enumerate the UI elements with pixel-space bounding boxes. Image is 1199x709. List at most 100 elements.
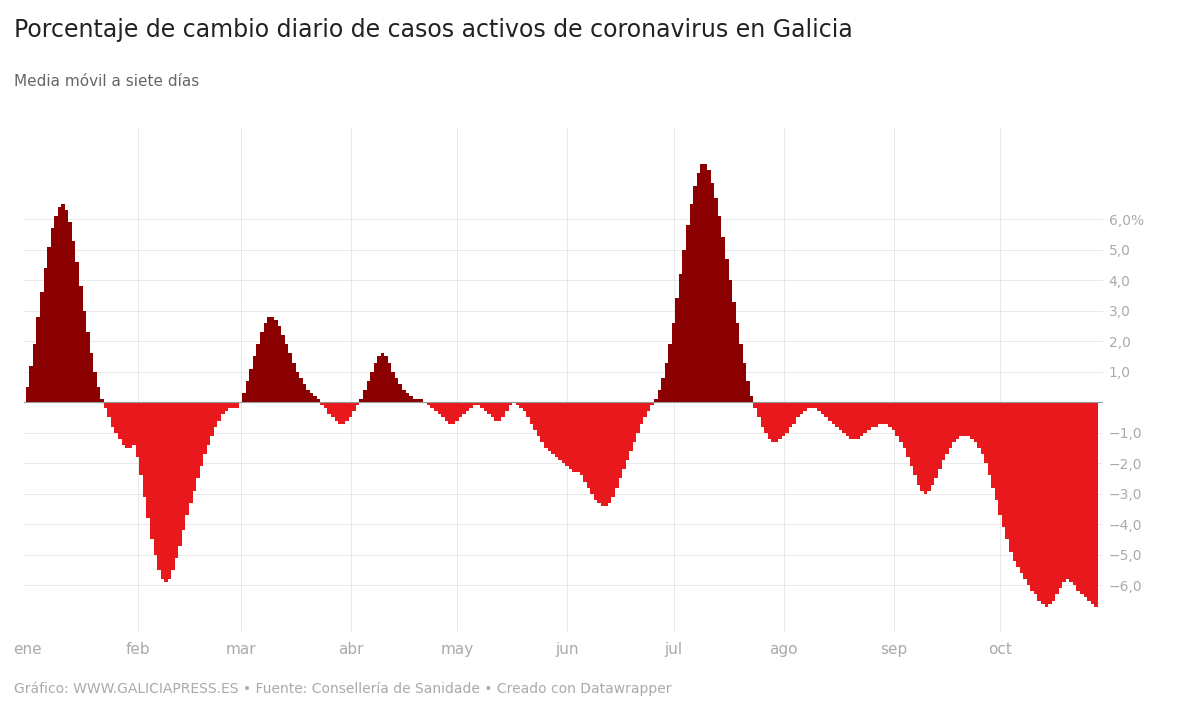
Bar bbox=[970, 402, 974, 439]
Bar bbox=[58, 207, 61, 402]
Bar bbox=[526, 402, 530, 418]
Bar bbox=[530, 402, 534, 423]
Bar bbox=[76, 262, 79, 402]
Bar bbox=[682, 250, 686, 402]
Bar bbox=[200, 402, 204, 467]
Bar bbox=[79, 286, 83, 402]
Bar bbox=[452, 402, 456, 423]
Bar bbox=[785, 402, 789, 432]
Bar bbox=[466, 402, 470, 411]
Bar bbox=[622, 402, 626, 469]
Bar bbox=[559, 402, 562, 460]
Bar bbox=[282, 335, 285, 402]
Bar bbox=[118, 402, 121, 439]
Bar bbox=[186, 402, 189, 515]
Bar bbox=[427, 402, 430, 406]
Bar bbox=[204, 402, 206, 454]
Bar bbox=[217, 402, 221, 420]
Bar bbox=[384, 357, 387, 402]
Bar bbox=[345, 402, 349, 420]
Bar bbox=[1052, 402, 1055, 601]
Bar bbox=[508, 402, 512, 406]
Bar bbox=[1030, 402, 1034, 591]
Bar bbox=[988, 402, 992, 476]
Bar bbox=[821, 402, 825, 414]
Bar bbox=[629, 402, 633, 451]
Bar bbox=[807, 402, 811, 408]
Bar bbox=[700, 164, 704, 402]
Bar bbox=[108, 402, 112, 418]
Bar bbox=[83, 311, 86, 402]
Bar bbox=[963, 402, 966, 436]
Bar bbox=[825, 402, 829, 418]
Bar bbox=[874, 402, 878, 427]
Bar bbox=[881, 402, 885, 423]
Bar bbox=[633, 402, 637, 442]
Bar bbox=[647, 402, 651, 411]
Bar bbox=[132, 402, 135, 445]
Bar bbox=[391, 372, 394, 402]
Bar bbox=[838, 402, 842, 430]
Bar bbox=[562, 402, 565, 463]
Bar bbox=[374, 362, 378, 402]
Bar bbox=[228, 402, 231, 408]
Bar bbox=[367, 381, 370, 402]
Bar bbox=[65, 210, 68, 402]
Bar bbox=[153, 402, 157, 554]
Bar bbox=[637, 402, 640, 432]
Bar bbox=[896, 402, 899, 436]
Bar bbox=[1087, 402, 1091, 601]
Bar bbox=[764, 402, 767, 432]
Bar bbox=[552, 402, 555, 454]
Bar bbox=[221, 402, 224, 414]
Bar bbox=[267, 317, 271, 402]
Bar bbox=[722, 238, 725, 402]
Bar bbox=[661, 378, 664, 402]
Bar bbox=[516, 402, 519, 406]
Bar bbox=[718, 216, 722, 402]
Bar bbox=[293, 362, 295, 402]
Bar bbox=[235, 402, 239, 408]
Bar bbox=[548, 402, 552, 451]
Bar bbox=[910, 402, 914, 467]
Bar bbox=[128, 402, 132, 448]
Bar bbox=[498, 402, 501, 420]
Bar bbox=[707, 170, 711, 402]
Bar bbox=[54, 216, 58, 402]
Bar bbox=[760, 402, 764, 427]
Bar bbox=[878, 402, 881, 423]
Bar bbox=[782, 402, 785, 436]
Bar bbox=[757, 402, 760, 418]
Bar bbox=[306, 390, 309, 402]
Bar bbox=[335, 402, 338, 420]
Bar bbox=[793, 402, 796, 423]
Text: Media móvil a siete días: Media móvil a siete días bbox=[14, 74, 200, 89]
Bar bbox=[1077, 402, 1080, 591]
Bar bbox=[139, 402, 143, 476]
Bar bbox=[1026, 402, 1030, 585]
Bar bbox=[387, 362, 391, 402]
Bar bbox=[803, 402, 807, 411]
Bar bbox=[505, 402, 508, 411]
Bar bbox=[47, 247, 50, 402]
Bar bbox=[981, 402, 984, 454]
Bar bbox=[324, 402, 327, 408]
Bar bbox=[150, 402, 153, 540]
Bar bbox=[814, 402, 818, 408]
Bar bbox=[832, 402, 835, 423]
Bar bbox=[800, 402, 803, 414]
Bar bbox=[590, 402, 594, 493]
Bar bbox=[125, 402, 128, 448]
Bar bbox=[483, 402, 487, 411]
Bar bbox=[50, 228, 54, 402]
Bar bbox=[715, 198, 718, 402]
Bar bbox=[206, 402, 210, 445]
Bar bbox=[740, 345, 743, 402]
Bar bbox=[1095, 402, 1098, 607]
Bar bbox=[1006, 402, 1010, 540]
Bar bbox=[94, 372, 97, 402]
Bar bbox=[434, 402, 438, 411]
Bar bbox=[32, 345, 36, 402]
Bar bbox=[171, 402, 175, 570]
Bar bbox=[941, 402, 945, 460]
